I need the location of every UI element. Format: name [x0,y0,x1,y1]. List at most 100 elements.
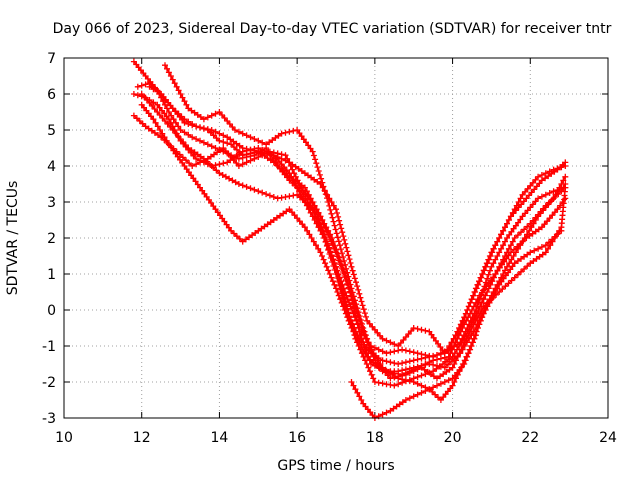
data-point [133,115,140,122]
data-point [239,238,246,245]
data-point [270,194,277,200]
data-point [538,193,545,200]
data-point [185,131,192,138]
data-point [317,221,324,228]
data-point [225,224,232,231]
data-point [530,258,537,264]
data-point [315,209,322,216]
data-point [247,157,254,164]
data-point [325,267,332,274]
data-point [399,367,406,374]
data-point [482,292,489,299]
data-point [251,186,258,193]
y-tick-label: -3 [42,411,56,427]
data-point [367,368,373,375]
data-point [430,384,437,391]
data-point [524,263,531,270]
data-point [399,360,406,367]
data-point [437,363,444,370]
x-tick-label: 22 [521,430,539,446]
data-point [532,228,539,235]
data-point [278,130,285,137]
data-point [359,302,366,309]
data-point [355,312,361,319]
data-point [233,233,240,240]
data-point [236,142,243,149]
data-point [531,247,538,254]
data-point [354,335,361,342]
data-point [212,110,219,117]
data-point [220,132,227,139]
data-point [350,271,357,278]
data-point [233,152,240,159]
data-point [200,139,207,146]
data-point [414,380,421,387]
data-point [461,343,468,349]
data-point [303,139,309,146]
data-point [441,350,448,357]
data-point [507,242,514,249]
data-point [175,123,182,130]
data-point [446,366,453,373]
data-point [224,134,231,141]
data-point [326,235,333,241]
data-point [508,277,515,284]
data-point [337,261,344,268]
data-point [535,226,542,233]
data-point [243,151,250,158]
data-point [328,252,335,259]
data-point [355,286,362,293]
data-point [204,114,211,121]
data-point [410,349,417,356]
data-point [430,361,437,368]
data-point [219,172,226,178]
data-point [402,366,409,373]
data-point [335,292,342,299]
data-point [443,368,450,375]
data-point [491,274,497,281]
data-point [390,405,397,412]
data-point [414,391,421,398]
data-point [492,242,499,249]
data-point [214,209,221,216]
data-point [444,348,451,354]
data-point [130,91,137,97]
data-point [426,352,433,359]
data-point [168,112,175,119]
data-point [188,147,195,154]
data-point [246,234,252,241]
data-point [282,152,289,159]
data-point [236,149,243,156]
data-point [383,381,390,388]
data-point [358,343,365,349]
data-point [373,362,380,369]
data-point [434,375,440,382]
data-point [463,353,470,360]
data-point [295,165,302,172]
data-point [309,199,316,205]
data-point [535,173,542,180]
data-point [395,381,402,388]
data-point [479,271,486,277]
data-point [334,210,340,216]
data-point [509,263,516,270]
data-point [462,332,469,339]
data-point [533,255,540,262]
data-point [521,266,528,272]
data-point [255,227,262,234]
data-point [486,256,493,263]
y-tick-label: -2 [42,375,56,391]
data-point [255,154,262,160]
y-axis-label: SDTVAR / TECUs [5,181,21,296]
data-point [247,150,254,157]
data-point [508,228,515,235]
data-point [320,229,327,236]
data-point [467,299,474,306]
data-point [358,298,365,305]
data-point [399,346,406,353]
data-point [270,152,277,159]
data-point [490,260,497,267]
data-point [210,203,217,210]
data-point [379,380,386,387]
data-point [437,380,444,387]
